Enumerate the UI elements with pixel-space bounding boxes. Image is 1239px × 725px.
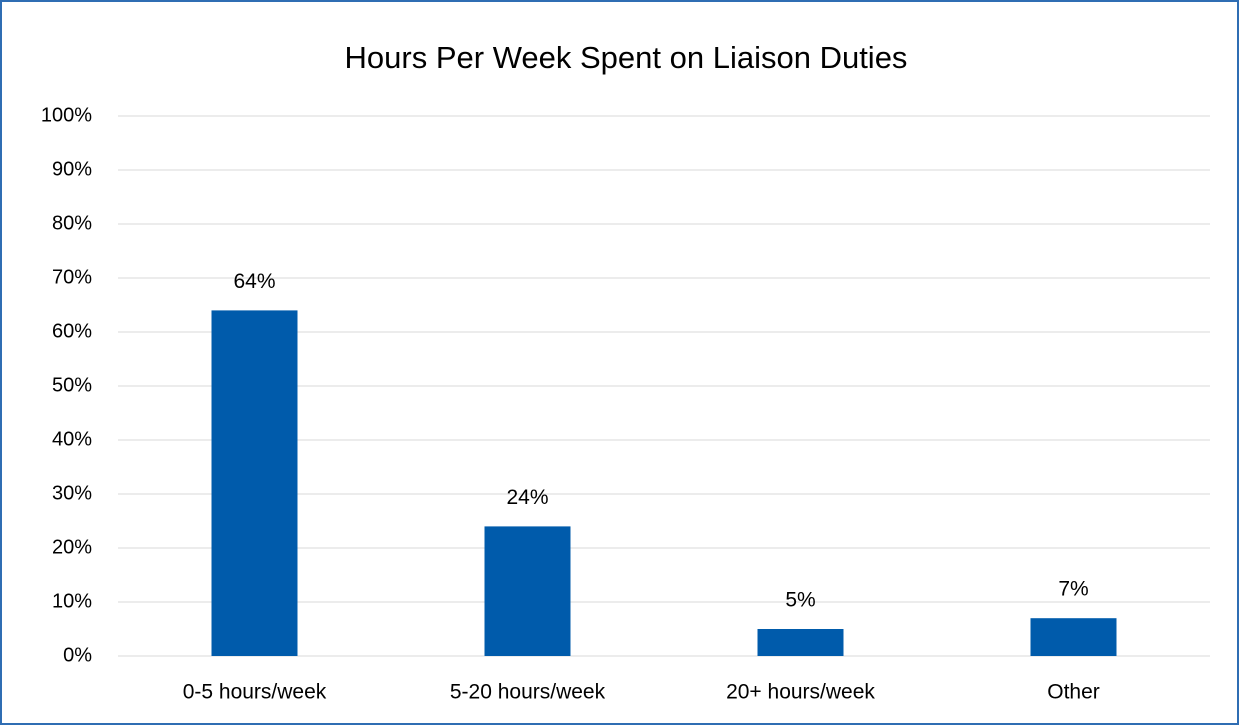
y-tick-label: 80% <box>52 212 92 234</box>
data-label: 64% <box>233 270 275 293</box>
data-label: 7% <box>1058 578 1088 601</box>
data-label: 5% <box>785 589 815 612</box>
y-tick-label: 90% <box>52 158 92 180</box>
bar <box>1030 618 1117 656</box>
y-tick-label: 20% <box>52 536 92 558</box>
x-tick-label: Other <box>1047 681 1100 704</box>
y-tick-label: 10% <box>52 590 92 612</box>
y-tick-label: 60% <box>52 320 92 342</box>
y-tick-label: 50% <box>52 374 92 396</box>
x-tick-label: 0-5 hours/week <box>183 681 327 704</box>
y-tick-label: 0% <box>63 644 92 666</box>
data-label: 24% <box>506 486 548 509</box>
x-tick-label: 20+ hours/week <box>726 681 875 704</box>
bar <box>484 526 571 656</box>
x-tick-label: 5-20 hours/week <box>450 681 606 704</box>
bar <box>211 310 298 656</box>
y-tick-label: 70% <box>52 266 92 288</box>
y-tick-label: 100% <box>41 104 92 126</box>
bar <box>757 629 844 656</box>
y-tick-label: 30% <box>52 482 92 504</box>
chart-title: Hours Per Week Spent on Liaison Duties <box>345 40 908 75</box>
y-tick-label: 40% <box>52 428 92 450</box>
